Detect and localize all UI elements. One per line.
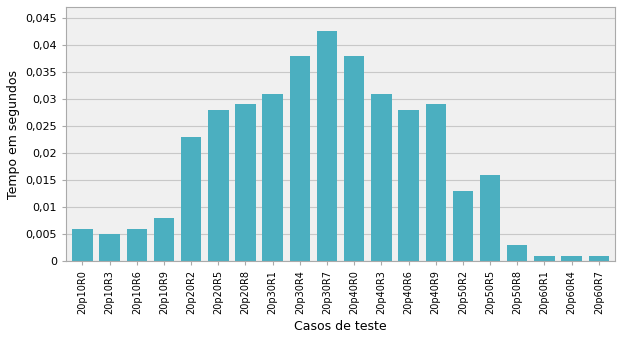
Bar xyxy=(72,229,93,261)
Bar xyxy=(181,137,202,261)
Bar xyxy=(290,56,310,261)
Bar xyxy=(262,94,283,261)
Bar xyxy=(317,31,337,261)
Bar xyxy=(100,234,120,261)
Bar xyxy=(507,245,527,261)
Bar xyxy=(534,256,555,261)
Y-axis label: Tempo em segundos: Tempo em segundos xyxy=(7,70,20,199)
Bar xyxy=(371,94,392,261)
Bar xyxy=(562,256,582,261)
Bar xyxy=(453,191,473,261)
Bar xyxy=(344,56,364,261)
Bar xyxy=(235,104,256,261)
Bar xyxy=(425,104,446,261)
Bar xyxy=(588,256,609,261)
Bar xyxy=(127,229,147,261)
Bar xyxy=(480,175,500,261)
X-axis label: Casos de teste: Casos de teste xyxy=(294,320,387,333)
Bar xyxy=(154,218,174,261)
Bar xyxy=(398,110,419,261)
Bar xyxy=(208,110,228,261)
